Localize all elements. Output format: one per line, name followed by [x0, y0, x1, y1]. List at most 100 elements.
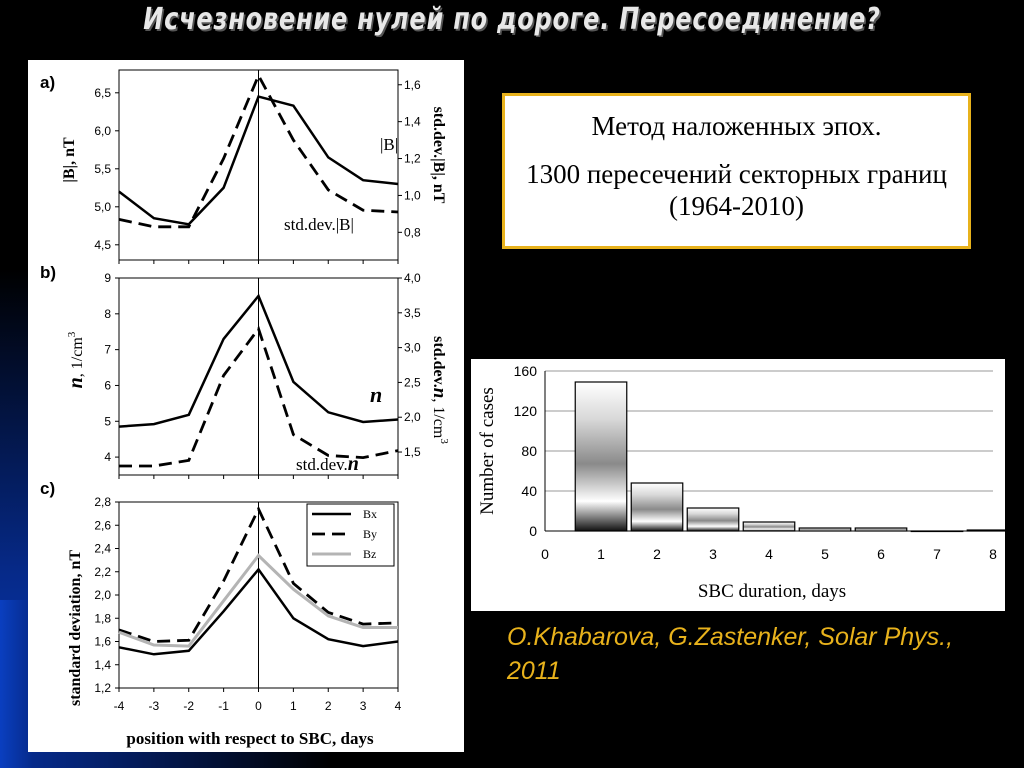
chart-a-ylabel: |B|, nT [61, 137, 78, 183]
x-tick-label: 0 [541, 546, 549, 562]
y-tick-label: 1,6 [94, 635, 111, 649]
y2-tick-label: 3,0 [404, 341, 421, 355]
legend-label-Bz: Bz [363, 547, 376, 561]
y-tick-label: 40 [521, 483, 537, 499]
citation: O.Khabarova, G.Zastenker, Solar Phys., 2… [507, 623, 954, 685]
histogram-panel: Number of cases SBC duration, days 0 40 80… [471, 359, 1020, 611]
chart-b-y2label: std.dev.n, 1/cm3 [429, 336, 450, 444]
y2-tick-label: 2,0 [404, 410, 421, 424]
y-tick-label: 5,0 [94, 200, 111, 214]
slide-title: Исчезновение нулей по дороге. Пересоедин… [143, 2, 881, 37]
y-tick-label: 5 [104, 414, 111, 428]
panel-a-label: a) [40, 73, 55, 92]
histogram-ylabel: Number of cases [477, 387, 498, 515]
x-tick-label: 8 [989, 546, 997, 562]
method-info-line2: 1300 пересечений секторных границ (1964-… [526, 159, 947, 221]
x-tick-label: 1 [290, 699, 297, 713]
chart-c-xlabel: position with respect to SBC, days [126, 729, 374, 748]
method-info-line1: Метод наложенных эпох. [591, 111, 882, 141]
histogram-bar [966, 529, 1020, 532]
y2-tick-label: 0,8 [404, 225, 421, 239]
series-line-n [118, 293, 399, 428]
histogram-bar [686, 507, 740, 532]
x-tick-label: 4 [765, 546, 773, 562]
series-line-std.dev.|B| [118, 72, 399, 229]
series-line-std.dev. [119, 325, 399, 468]
chart-c: 1,2 1,4 1,6 1,8 2,0 2,2 2,4 2,6 2,8 -4 -3 -2 -1 0 1 2 3 4… [94, 495, 401, 713]
chart-c-ylabel: standard deviation, nT [67, 550, 84, 706]
y-tick-label: 6 [104, 378, 111, 392]
x-tick-label: 6 [877, 546, 885, 562]
y-tick-label: 6,0 [94, 124, 111, 138]
y-tick-label: 2,6 [94, 518, 111, 532]
histogram-xlabel: SBC duration, days [698, 581, 846, 602]
x-tick-label: -3 [149, 699, 160, 713]
y-tick-label: 160 [514, 363, 538, 379]
y-tick-label: 1,4 [94, 658, 111, 672]
chart-b-ylabel: n, 1/cm3 [65, 331, 87, 388]
chart-a-series2-label: std.dev.|B| [284, 215, 354, 234]
y-tick-label: 9 [104, 271, 111, 285]
series-line-By [118, 505, 399, 643]
y-tick-label: 120 [514, 403, 538, 419]
epoch-charts-panel: a) b) c) |B|, nT std.dev.|B|, nT |B| std… [28, 60, 464, 752]
y-tick-label: 2,2 [94, 565, 111, 579]
y2-tick-label: 1,5 [404, 445, 421, 459]
y-tick-label: 1,8 [94, 611, 111, 625]
y2-tick-label: 2,5 [404, 375, 421, 389]
histogram-bar [742, 521, 796, 532]
y2-tick-label: 3,5 [404, 306, 421, 320]
y2-tick-label: 1,6 [404, 78, 421, 92]
x-tick-label: 4 [395, 699, 402, 713]
histogram-bar [910, 530, 964, 533]
chart-b-series1-label: n [370, 382, 382, 407]
histogram-bar [574, 381, 628, 532]
y-tick-label: 7 [104, 343, 111, 357]
chart-b-series2-label: std.dev.n [296, 453, 359, 475]
x-tick-label: 3 [360, 699, 367, 713]
x-tick-label: -1 [218, 699, 229, 713]
histogram-bar [630, 482, 684, 532]
y2-tick-label: 1,2 [404, 152, 421, 166]
y-tick-label: 80 [521, 443, 537, 459]
y-tick-label: 5,5 [94, 162, 111, 176]
y2-tick-label: 4,0 [404, 271, 421, 285]
y2-tick-label: 1,4 [404, 115, 421, 129]
legend-label-By: By [363, 527, 377, 541]
y-tick-label: 4 [104, 450, 111, 464]
chart-b: 4 5 6 7 8 9 1,5 2,0 2,5 3,0 3,5 4,0 [104, 271, 421, 479]
y-tick-label: 8 [104, 307, 111, 321]
x-tick-label: 1 [597, 546, 605, 562]
x-tick-label: -4 [114, 699, 125, 713]
panel-b-label: b) [40, 263, 56, 282]
method-info-box: Метод наложенных эпох. 1300 пересечений … [502, 93, 971, 249]
series-line-Bz [118, 553, 398, 648]
x-tick-label: 7 [933, 546, 941, 562]
histogram-bar [854, 527, 908, 532]
x-tick-label: 2 [325, 699, 332, 713]
y2-tick-label: 1,0 [404, 188, 421, 202]
chart-a: 4,5 5,0 5,5 6,0 6,5 0,8 1,0 1,2 1,4 1,6 [94, 69, 421, 264]
y-tick-label: 2,0 [94, 588, 111, 602]
x-tick-label: 0 [255, 699, 262, 713]
histogram-svg: Number of cases SBC duration, days 04080… [477, 363, 1020, 602]
x-tick-label: 5 [821, 546, 829, 562]
x-tick-label: -2 [183, 699, 194, 713]
series-line-|B| [118, 95, 399, 226]
histogram-bar [798, 527, 852, 532]
legend-label-Bx: Bx [363, 507, 377, 521]
y-tick-label: 4,5 [94, 238, 111, 252]
y-tick-label: 0 [529, 523, 537, 539]
x-tick-label: 3 [709, 546, 717, 562]
y-tick-label: 2,8 [94, 495, 111, 509]
y-tick-label: 6,5 [94, 86, 111, 100]
panel-c-label: c) [40, 479, 55, 498]
histogram: 0 40 80 120 160 0 1 2 3 4 5 6 7 8 [514, 363, 1020, 562]
series-line-Bx [118, 567, 399, 656]
x-tick-label: 2 [653, 546, 661, 562]
epoch-charts-svg: a) b) c) |B|, nT std.dev.|B|, nT |B| std… [40, 69, 450, 748]
y-tick-label: 2,4 [94, 542, 111, 556]
chart-a-series1-label: |B| [380, 135, 398, 154]
y-tick-label: 1,2 [94, 681, 111, 695]
chart-a-y2label: std.dev.|B|, nT [430, 107, 447, 204]
